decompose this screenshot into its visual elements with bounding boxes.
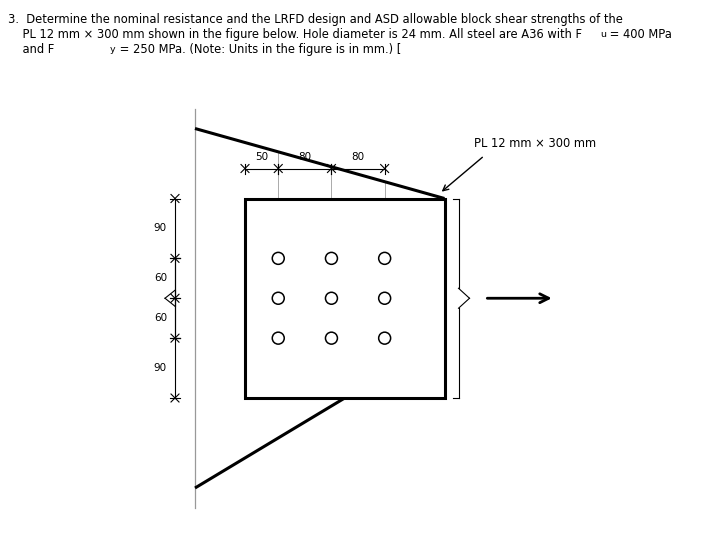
Text: 60: 60 [154,313,167,323]
Text: 90: 90 [154,363,167,373]
Text: 50: 50 [255,151,268,161]
Text: 60: 60 [154,273,167,284]
Text: 90: 90 [154,223,167,233]
Circle shape [379,292,391,304]
Circle shape [379,252,391,264]
Text: y: y [110,45,116,54]
Circle shape [325,252,338,264]
Circle shape [272,252,284,264]
Circle shape [272,332,284,344]
Text: = 250 MPa. (Note: Units in the figure is in mm.) [: = 250 MPa. (Note: Units in the figure is… [116,43,401,56]
Circle shape [272,292,284,304]
Circle shape [325,292,338,304]
Bar [245,198,444,398]
Text: 80: 80 [351,151,364,161]
Circle shape [325,332,338,344]
Text: PL 12 mm × 300 mm shown in the figure below. Hole diameter is 24 mm. All steel a: PL 12 mm × 300 mm shown in the figure be… [8,28,582,41]
Text: = 400 MPa: = 400 MPa [606,28,672,41]
Circle shape [379,332,391,344]
Text: 80: 80 [298,151,312,161]
Text: PL 12 mm × 300 mm: PL 12 mm × 300 mm [474,137,597,150]
Text: u: u [600,30,606,39]
Text: and F: and F [8,43,55,56]
Text: 3.  Determine the nominal resistance and the LRFD design and ASD allowable block: 3. Determine the nominal resistance and … [8,13,623,26]
